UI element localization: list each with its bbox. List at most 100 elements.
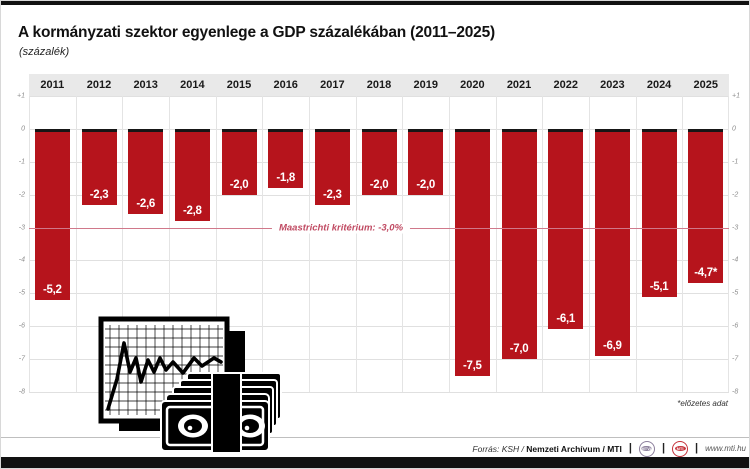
year-label: 2024 [646,79,672,91]
bar: -2,6 [128,128,164,215]
bar: -6,1 [548,128,584,330]
y-tick-label: +1 [732,92,740,100]
v-gridline [589,96,590,392]
v-gridline [728,96,729,392]
h-gridline [29,96,729,97]
y-tick-label: -6 [732,322,739,330]
v-gridline [309,96,310,392]
bar-value-label: -1,8 [276,172,295,185]
preliminary-data-note: *előzetes adat [677,399,728,408]
v-gridline [75,96,77,392]
year-header-band: 2011 2012 2013 2014 2015 2016 2017 2018 2019 2020… [29,74,729,96]
v-gridline [542,96,544,392]
bar-value-label: -7,5 [463,359,482,372]
v-gridline [355,96,357,392]
bar: -1,8 [268,128,304,189]
footer-divider: | [661,442,666,454]
v-gridline [122,96,124,392]
source-bold: Nemzeti Archívum / MTI [526,443,622,454]
bar-value-label: -4,7* [694,267,718,280]
y-tick-label: -5 [732,289,739,297]
year-label: 2012 [86,79,112,91]
v-gridline [635,96,637,392]
mtva-logo-icon: MTVA [638,440,655,457]
year-label: 2021 [506,79,532,91]
jagged-line-shape [106,341,223,411]
year-label: 2015 [226,79,252,91]
bar: -4,7* [688,128,724,284]
banknote-stack-shape [160,372,282,454]
y-tick-label: -8 [18,388,25,396]
bar: -2,3 [314,128,350,205]
y-tick-label: -1 [18,158,25,166]
bar-value-label: -2,3 [89,188,109,201]
y-tick-label: -2 [18,191,25,199]
v-gridline [29,96,30,392]
bar-value-label: -5,1 [649,280,669,293]
y-tick-label: -2 [732,191,739,199]
bar: -2,3 [81,128,117,205]
year-label: 2014 [180,79,205,91]
y-tick-label: -8 [732,388,739,396]
y-tick-label: +1 [17,92,25,100]
bar-value-label: -7,0 [509,343,529,356]
bar-value-label: -5,2 [43,283,62,296]
bar-value-label: -2,0 [416,178,435,191]
y-tick-label: 0 [21,125,25,133]
unit-subtitle: (százalék) [19,46,70,58]
bar-value-label: -2,0 [369,178,389,191]
website-url: www.mti.hu [705,444,746,453]
bar-value-label: -6,1 [556,313,575,326]
y-tick-label: 0 [732,125,736,133]
year-label: 2022 [553,79,578,91]
y-tick-label: -4 [18,256,25,264]
v-gridline [682,96,684,392]
bar: -2,0 [361,128,397,195]
bar-value-label: -2,3 [323,188,342,201]
y-tick-label: -7 [18,355,25,363]
source-credit: Forrás: KSH / Nemzeti Archívum / MTI [472,444,621,454]
year-label: 2018 [366,79,392,91]
y-tick-label: -5 [18,289,25,297]
year-label: 2011 [40,79,65,91]
bar-value-label: -2,8 [183,204,202,217]
bar: -7,5 [454,128,490,376]
footer-separator [1,437,749,438]
year-label: 2023 [600,79,625,91]
h-gridline [29,293,729,295]
v-gridline [262,96,264,392]
bar: -5,2 [34,128,70,300]
footer-divider: | [628,442,632,454]
bar: -2,0 [408,128,444,195]
bar-value-label: -2,6 [136,198,155,211]
v-gridline [495,96,497,392]
y-tick-label: -4 [732,256,739,264]
bar: -5,1 [641,128,677,297]
bottom-black-bar [1,457,749,468]
v-gridline [449,96,450,392]
logo-text: MTVA [641,446,653,451]
footer-divider: | [695,442,699,454]
year-label: 2020 [460,79,485,91]
y-tick-label: -6 [18,322,25,330]
year-label: 2019 [413,79,438,91]
h-gridline [29,359,729,361]
year-label: 2016 [273,79,298,91]
y-tick-label: -3 [18,224,25,232]
bar: -6,9 [594,128,630,356]
bar: -2,0 [221,128,257,195]
v-gridline [215,96,217,392]
page-title: A kormányzati szektor egyenlege a GDP sz… [18,24,495,41]
top-black-bar [1,1,749,5]
h-gridline [29,194,729,196]
year-label: 2025 [693,79,718,91]
h-gridline [29,260,729,262]
year-label: 2013 [133,79,158,91]
bar: -2,8 [174,128,210,221]
money-chart-illustration [93,315,289,464]
logo-text: MTI [674,446,686,451]
bar: -7,0 [501,128,537,360]
v-gridline [169,96,170,392]
bar-value-label: -2,0 [229,178,249,191]
